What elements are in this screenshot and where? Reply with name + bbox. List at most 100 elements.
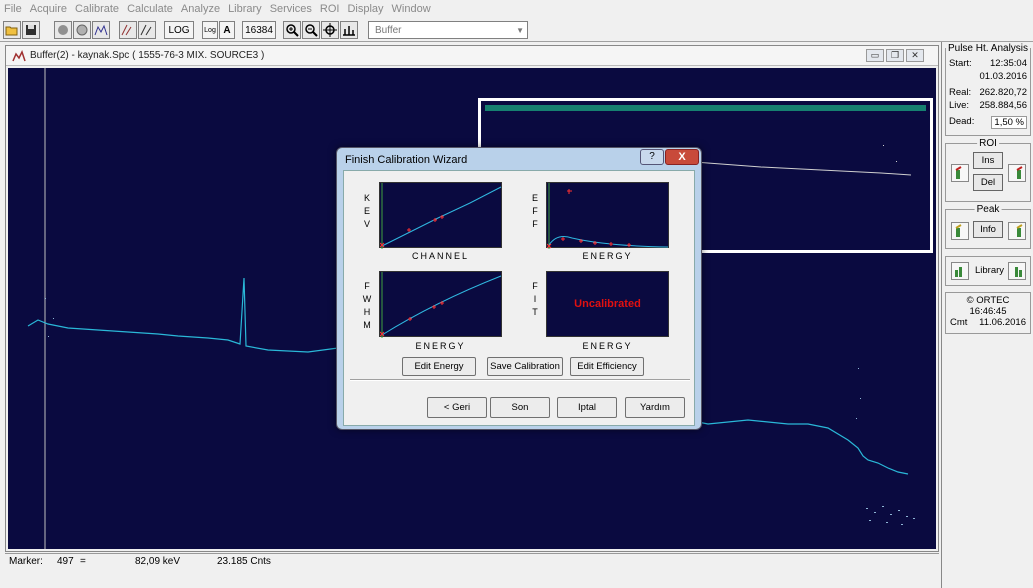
menu-calculate[interactable]: Calculate: [123, 0, 177, 18]
window-title: Buffer(2) - kaynak.Spc ( 1555-76-3 MIX. …: [30, 50, 264, 61]
live-label: Live:: [949, 100, 969, 111]
real-value: 262.820,72: [979, 87, 1027, 98]
toolbar: LOG Log A 16384 Buffer ▼: [0, 18, 1033, 42]
open-folder-icon[interactable]: [3, 21, 21, 39]
library-next-icon[interactable]: [1008, 262, 1026, 280]
auto-scale-button[interactable]: A: [219, 21, 235, 39]
real-label: Real:: [949, 87, 971, 98]
chevron-down-icon: ▼: [516, 26, 524, 35]
efficiency-curve: [547, 183, 670, 249]
menu-file[interactable]: File: [0, 0, 26, 18]
minimize-button[interactable]: ▭: [866, 49, 884, 62]
finish-button[interactable]: Son: [490, 397, 550, 418]
library-label: Library: [975, 265, 1004, 276]
log-scale-button[interactable]: LOG: [164, 21, 194, 39]
buffer-select-value: Buffer: [375, 25, 402, 36]
roi-title: ROI: [977, 138, 999, 149]
sidebar: Pulse Ht. Analysis Start: 12:35:04 01.03…: [941, 42, 1033, 588]
clear-spectrum-icon[interactable]: [92, 21, 110, 39]
marker-equals: =: [80, 556, 86, 567]
fit-plot: Uncalibrated: [546, 271, 669, 337]
menu-library[interactable]: Library: [224, 0, 266, 18]
cancel-button[interactable]: Iptal: [557, 397, 617, 418]
roi-ins-button[interactable]: Ins: [973, 152, 1003, 169]
kev-x-label: CHANNEL: [379, 251, 502, 261]
roi-next-icon[interactable]: [1008, 164, 1026, 182]
ortec-brand: © ORTEC: [946, 295, 1030, 306]
menu-calibrate[interactable]: Calibrate: [71, 0, 123, 18]
dead-label: Dead:: [949, 116, 974, 127]
marker-channel: 497: [57, 556, 74, 567]
status-bar: Marker: 497 = 82,09 keV 23.185 Cnts: [5, 553, 939, 569]
back-button[interactable]: < Geri: [427, 397, 487, 418]
roi-mark-icon[interactable]: [119, 21, 137, 39]
uncalibrated-text: Uncalibrated: [574, 298, 641, 310]
energy-curve: [380, 183, 503, 249]
dead-value: 1,50 %: [991, 116, 1027, 129]
efficiency-plot: [546, 182, 669, 248]
marker-label: Marker:: [9, 556, 43, 567]
center-icon[interactable]: [321, 21, 339, 39]
fwhm-plot: [379, 271, 502, 337]
start-time: 12:35:04: [990, 58, 1027, 69]
menu-services[interactable]: Services: [266, 0, 316, 18]
buffer-select[interactable]: Buffer ▼: [368, 21, 528, 39]
menu-window[interactable]: Window: [388, 0, 435, 18]
roi-del-button[interactable]: Del: [973, 174, 1003, 191]
dialog-help-button[interactable]: ?: [640, 149, 664, 165]
cmt-label: Cmt: [950, 317, 967, 328]
spectrum-app-icon: [12, 50, 26, 62]
fwhm-curve: [380, 272, 503, 338]
zoom-in-icon[interactable]: [283, 21, 301, 39]
log-icon-button[interactable]: Log: [202, 21, 218, 39]
library-prev-icon[interactable]: [951, 262, 969, 280]
peak-title: Peak: [975, 204, 1002, 215]
start-label: Start:: [949, 58, 972, 69]
window-titlebar: Buffer(2) - kaynak.Spc ( 1555-76-3 MIX. …: [6, 46, 938, 66]
menu-roi[interactable]: ROI: [316, 0, 344, 18]
start-date: 01.03.2016: [979, 71, 1027, 82]
menu-display[interactable]: Display: [343, 0, 387, 18]
edit-energy-button[interactable]: Edit Energy: [402, 357, 476, 376]
menu-acquire[interactable]: Acquire: [26, 0, 71, 18]
live-value: 258.884,56: [979, 100, 1027, 111]
peak-panel: Peak Info: [945, 209, 1031, 249]
marker-energy: 82,09 keV: [135, 556, 180, 567]
edit-efficiency-button[interactable]: Edit Efficiency: [570, 357, 644, 376]
save-calibration-button[interactable]: Save Calibration: [487, 357, 563, 376]
fit-x-label: ENERGY: [546, 341, 669, 351]
roi-panel: ROI Ins Del: [945, 143, 1031, 202]
channels-button[interactable]: 16384: [242, 21, 276, 39]
current-time: 16:46:45: [946, 306, 1030, 317]
cmt-date: 11.06.2016: [979, 317, 1026, 328]
peak-next-icon[interactable]: [1008, 222, 1026, 240]
start-acquire-icon[interactable]: [54, 21, 72, 39]
stop-acquire-icon[interactable]: [73, 21, 91, 39]
roi-prev-icon[interactable]: [951, 164, 969, 182]
restore-button[interactable]: ❐: [886, 49, 904, 62]
peak-prev-icon[interactable]: [951, 222, 969, 240]
energy-calibration-plot: [379, 182, 502, 248]
peak-info-button[interactable]: Info: [973, 221, 1003, 238]
dialog-separator: [350, 379, 690, 381]
dialog-close-button[interactable]: X: [665, 149, 699, 165]
marker-counts: 23.185 Cnts: [217, 556, 271, 567]
save-disk-icon[interactable]: [22, 21, 40, 39]
menu-analyze[interactable]: Analyze: [177, 0, 224, 18]
library-panel: Library: [945, 256, 1031, 286]
fwhm-x-label: ENERGY: [379, 341, 502, 351]
menu-bar: File Acquire Calibrate Calculate Analyze Libr…: [0, 0, 1033, 18]
close-window-button[interactable]: ✕: [906, 49, 924, 62]
baseline-zoom-icon[interactable]: [340, 21, 358, 39]
help-button[interactable]: Yardım: [625, 397, 685, 418]
roi-clear-icon[interactable]: [138, 21, 156, 39]
pha-panel: Pulse Ht. Analysis Start: 12:35:04 01.03…: [945, 48, 1031, 136]
zoom-out-icon[interactable]: [302, 21, 320, 39]
info-panel: © ORTEC 16:46:45 Cmt 11.06.2016: [945, 292, 1031, 334]
